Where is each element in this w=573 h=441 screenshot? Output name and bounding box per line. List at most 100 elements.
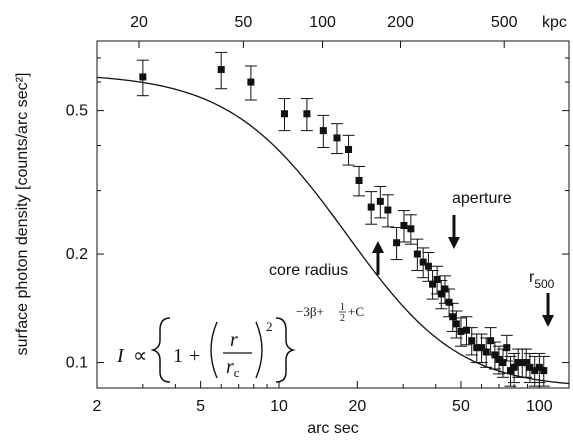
core-radius-annotation: core radius [269, 241, 384, 279]
data-point [531, 367, 539, 375]
beta-model-curve [96, 76, 570, 385]
y-tick-label: 0.2 [66, 246, 88, 263]
formula-right-brace [275, 317, 296, 383]
y-tick-label: 0.1 [66, 355, 88, 372]
data-point [518, 359, 526, 367]
aperture-label: aperture [452, 190, 512, 207]
data-point [355, 176, 363, 184]
data-point [507, 367, 515, 375]
r500-label: r500 [529, 269, 555, 291]
aperture-annotation: aperture [447, 190, 512, 249]
formula-plus: + [189, 345, 200, 367]
data-point [413, 250, 421, 258]
beta-model-formula: I ∝ 1 + r rc 2 −3β+ 1 2 +C [116, 302, 364, 383]
data-point [495, 355, 503, 363]
top-tick-label: 50 [234, 14, 252, 31]
top-tick-label: 100 [309, 14, 336, 31]
data-point [452, 320, 460, 328]
x-tick-labels: 2 5 10 20 50 100 [93, 398, 553, 415]
core-arrow-head [371, 241, 384, 253]
top-tick-label: 200 [387, 14, 414, 31]
data-point [424, 262, 432, 270]
formula-left-paren [210, 321, 218, 379]
formula-right-paren [255, 321, 263, 379]
formula-exponent-part1: −3β+ [296, 304, 324, 319]
formula-lhs: I [116, 345, 125, 367]
formula-denominator: rc [226, 356, 240, 380]
aperture-arrow [447, 215, 460, 249]
data-point [319, 127, 327, 135]
formula-one: 1 [173, 345, 183, 367]
data-point [468, 337, 476, 345]
data-point [514, 359, 522, 367]
data-point [437, 290, 445, 298]
formula-exponent-part2: +C [348, 304, 364, 319]
r500-subscript: 500 [534, 277, 554, 291]
data-point [462, 326, 470, 334]
r500-arrow-head [542, 315, 555, 327]
data-point [535, 363, 543, 371]
x-tick-label: 5 [196, 398, 205, 415]
data-point [457, 327, 465, 335]
formula-numerator: r [230, 329, 238, 351]
formula-square: 2 [266, 319, 273, 334]
data-point [499, 359, 507, 367]
data-point [345, 146, 353, 154]
y-tick-labels: 0.1 0.2 0.5 [66, 103, 88, 372]
data-point [217, 66, 225, 74]
formula-denominator-sub: c [234, 365, 240, 380]
x-tick-label: 10 [270, 398, 288, 415]
data-point [407, 225, 415, 233]
data-point [247, 78, 255, 86]
formula-denominator-r: r [226, 356, 234, 378]
x-tick-label: 2 [93, 398, 102, 415]
data-point [540, 367, 548, 375]
data-point [503, 344, 511, 352]
x-tick-label: 100 [526, 398, 553, 415]
top-axis-tick-labels: 20 50 100 200 500 [130, 14, 518, 31]
data-point [445, 298, 453, 306]
data-point [522, 359, 530, 367]
top-tick-label: 20 [130, 14, 148, 31]
top-tick-label: 500 [491, 14, 518, 31]
data-point [400, 222, 408, 230]
data-point [333, 134, 341, 142]
r500-arrow [542, 293, 555, 327]
core-radius-arrow [371, 241, 384, 275]
formula-exponent-half-den: 2 [340, 313, 345, 324]
x-tick-label: 50 [452, 398, 470, 415]
data-point [510, 363, 518, 371]
data-point [376, 197, 384, 205]
r500-main: r [529, 269, 535, 286]
data-point [487, 337, 495, 345]
x-axis-title: arc sec [307, 420, 359, 437]
data-point [429, 280, 437, 288]
x-tick-label: 20 [348, 398, 366, 415]
data-point [303, 110, 311, 118]
data-point [482, 348, 490, 356]
data-point [139, 73, 147, 81]
data-points [136, 51, 550, 387]
data-point [419, 258, 427, 266]
data-point [478, 344, 486, 352]
data-point [526, 363, 534, 371]
data-point [384, 206, 392, 214]
data-point [491, 351, 499, 359]
formula-proportional: ∝ [133, 345, 147, 367]
formula-exponent-half-num: 1 [340, 302, 345, 313]
axis-ticks [96, 41, 569, 388]
r500-annotation: r500 [529, 269, 555, 327]
aperture-arrow-head [447, 237, 460, 249]
formula-left-brace [150, 317, 171, 383]
top-axis-label: kpc [542, 14, 567, 31]
core-radius-label: core radius [269, 262, 348, 279]
y-tick-label: 0.5 [66, 103, 88, 120]
y-axis-title: surface photon density [counts/arc sec²] [14, 73, 31, 356]
plot-frame [96, 40, 570, 389]
data-point [449, 313, 457, 321]
data-point [433, 275, 441, 283]
data-point [473, 344, 481, 352]
data-point [367, 203, 375, 211]
data-point [280, 110, 288, 118]
